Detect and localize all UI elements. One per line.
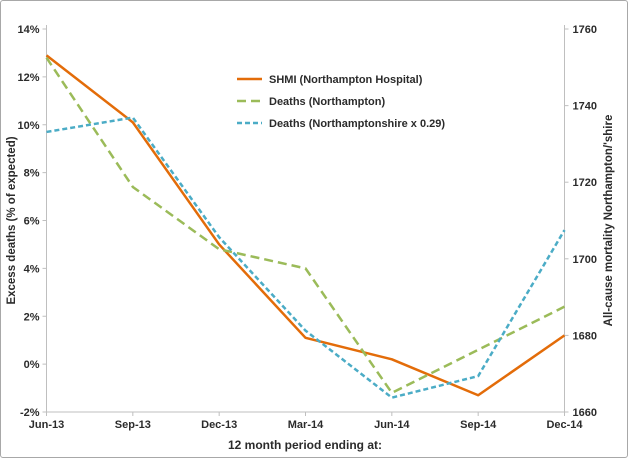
x-axis-tick-label: Jun-14 [374, 419, 410, 431]
y-axis-left-tick-label: 12% [17, 72, 39, 84]
y-axis-right-tick-label: 1700 [573, 254, 597, 266]
right-axis-title: All-cause mortality Northampton/'shire [603, 115, 615, 327]
y-axis-left-tick-label: 8% [24, 168, 40, 180]
x-axis-ticks: Jun-13 Sep-13 Dec-13 Mar-14 Jun-14 Sep-14 Dec-… [29, 412, 583, 431]
series-lines [45, 54, 566, 399]
x-axis-tick-label: Sep-14 [460, 419, 497, 431]
y-axis-left-tick-label: 4% [24, 263, 40, 275]
y-axis-right-tick-label: 1660 [573, 407, 597, 419]
y-axis-left-tick-label: -2% [20, 407, 40, 419]
legend-item: Deaths (Northampton) [237, 96, 385, 108]
x-axis-tick-label: Dec-14 [546, 419, 583, 431]
x-axis-tick-label: Sep-13 [115, 419, 151, 431]
chart-legend: SHMI (Northampton Hospital) Deaths (North… [237, 74, 445, 130]
x-axis-tick-label: Dec-13 [201, 419, 237, 431]
left-axis-title: Excess deaths (% of expected) [6, 136, 18, 304]
legend-item: SHMI (Northampton Hospital) [237, 74, 423, 86]
x-axis-tick-label: Jun-13 [29, 419, 64, 431]
y-axis-right-tick-label: 1740 [573, 101, 597, 113]
y-axis-left-tick-label: 2% [24, 311, 40, 323]
y-axis-left-tick-label: 0% [24, 359, 40, 371]
series-line-deaths-northampton [45, 57, 566, 395]
right-axis-ticks: 1660 1680 1700 1720 1740 1760 [564, 24, 597, 419]
y-axis-left-tick-label: 10% [17, 120, 39, 132]
legend-label: Deaths (Northamptonshire x 0.29) [269, 118, 445, 130]
legend-label: Deaths (Northampton) [269, 96, 385, 108]
x-axis-tick-label: Mar-14 [288, 419, 324, 431]
y-axis-left-tick-label: 14% [17, 24, 39, 36]
legend-item: Deaths (Northamptonshire x 0.29) [237, 118, 445, 130]
y-axis-right-tick-label: 1680 [573, 330, 597, 342]
legend-label: SHMI (Northampton Hospital) [269, 74, 423, 86]
series-line-deaths-northamptonshire-x-0-29 [46, 116, 566, 399]
x-axis-title: 12 month period ending at: [228, 438, 382, 452]
y-axis-left-tick-label: 6% [24, 216, 40, 228]
y-axis-right-tick-label: 1720 [573, 177, 597, 189]
y-axis-right-tick-label: 1760 [573, 24, 597, 36]
left-axis-ticks: -2% 0% 2% 4% 6% 8% 10% 12% 14% [17, 24, 47, 419]
series-line-shmi-northampton-hospital [45, 54, 566, 397]
